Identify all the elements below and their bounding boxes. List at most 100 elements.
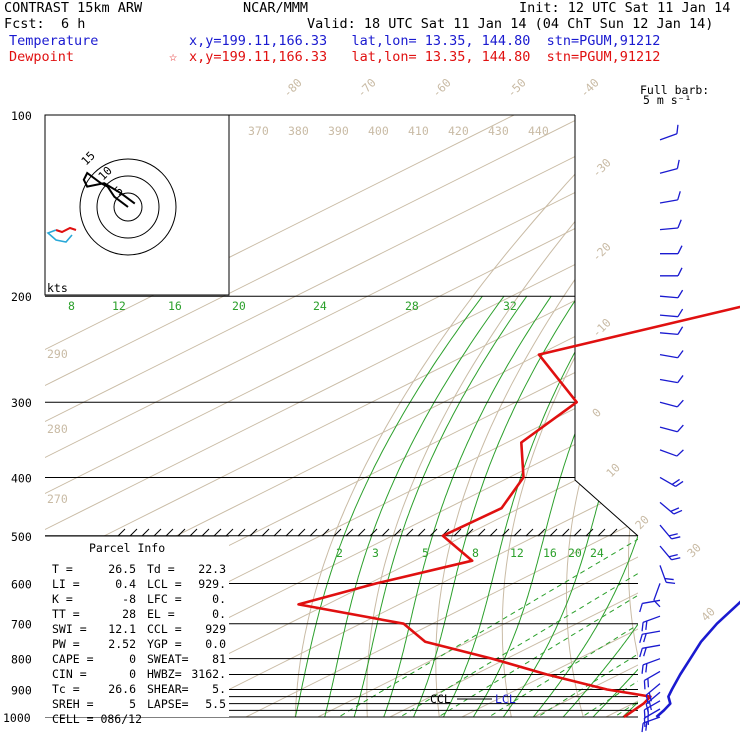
isotherm-line <box>605 115 638 717</box>
barb-flag <box>645 620 648 630</box>
hatch-mark <box>201 528 210 537</box>
parcel-info-cell: 0 <box>129 667 136 681</box>
wind-barb <box>641 615 661 632</box>
parcel-info-cell: CAPE = <box>52 652 94 666</box>
barb-staff <box>659 524 673 540</box>
parcel-info-background <box>45 536 229 717</box>
hatch-mark <box>393 528 402 537</box>
barb-staff <box>642 630 661 635</box>
isotherm-line <box>45 115 515 717</box>
barb-flag <box>677 267 683 277</box>
isotherm-label: -50 <box>504 75 529 100</box>
barb-flag <box>645 721 648 731</box>
hatch-mark <box>117 528 126 537</box>
barb-flag <box>641 622 644 632</box>
hatch-mark <box>405 528 414 537</box>
moist-adiabat-line <box>436 295 608 717</box>
hodograph-ring <box>96 175 160 239</box>
moist-adiabat-line <box>667 296 740 730</box>
isotherm-line <box>45 115 587 717</box>
isotherm-line <box>245 115 638 717</box>
hodograph-unit: kts <box>47 281 68 295</box>
parcel-info-cell: HWBZ= <box>147 667 182 681</box>
parcel-info-cell: 26.6 <box>108 682 136 696</box>
moist-adiabat-label: 28 <box>405 299 419 313</box>
barb-flag <box>677 289 684 299</box>
hatch-mark <box>537 528 546 537</box>
mixing-ratio-line <box>468 535 638 717</box>
barb-staff <box>642 716 661 724</box>
ccl-label: CCL <box>430 692 451 706</box>
hatch-mark <box>309 528 318 537</box>
barb-title-line1: Full barb: <box>640 83 709 97</box>
mixing-ratio-label: 20 <box>568 546 582 560</box>
forecast-label: Fcst: <box>4 16 45 32</box>
barb-flag <box>641 723 644 733</box>
hatch-mark <box>165 528 174 537</box>
parcel-info-cell: SWEAT= <box>147 652 189 666</box>
barb-staff <box>659 295 678 299</box>
dry-adiabat-line <box>688 115 740 730</box>
theta-label: 400 <box>368 124 389 138</box>
hatch-mark <box>453 528 462 537</box>
parcel-info-cell: LI = <box>52 577 80 591</box>
hatch-mark <box>153 528 162 537</box>
hatch-mark <box>273 528 282 537</box>
hatch-mark <box>585 528 594 537</box>
moist-adiabat-label: 12 <box>112 299 126 313</box>
dry-adiabat-line <box>294 115 632 717</box>
moist-adiabat-line <box>580 296 638 717</box>
pressure-label-900: 900 <box>11 683 32 697</box>
pressure-label-800: 800 <box>11 653 32 667</box>
barb-staff <box>659 565 667 583</box>
wind-barb <box>643 670 661 690</box>
barb-staff <box>659 314 678 318</box>
barb-flag <box>641 664 644 674</box>
parcel-info-cell: CELL = 086/12 <box>52 712 142 726</box>
barb-staff <box>644 670 661 681</box>
barb-flag <box>647 678 650 688</box>
parcel-info-cell: 0.4 <box>115 577 136 591</box>
moist-adiabat-label: 20 <box>232 299 246 313</box>
parcel-info-cell: 0.0 <box>205 637 226 651</box>
hodograph-ring <box>79 158 177 256</box>
parcel-info-cell: 5. <box>212 682 226 696</box>
parcel-info-cell: 3162. <box>191 667 226 681</box>
barb-staff <box>644 708 661 719</box>
valid-time: Valid: 18 UTC Sat 11 Jan 14 (04 ChT Sun … <box>307 16 714 32</box>
dry-adiabat-line <box>501 115 638 717</box>
isotherm-line <box>45 115 638 717</box>
barb-flag <box>677 245 683 254</box>
forecast-value: 6 h <box>61 16 86 32</box>
barb-staff <box>642 644 661 649</box>
dry-adiabat-line <box>566 115 638 717</box>
hatch-mark <box>213 528 222 537</box>
moist-adiabat-line <box>349 295 528 717</box>
moist-adiabat-line <box>407 295 579 717</box>
parcel-info-cell: 0 <box>129 652 136 666</box>
wind-barb <box>659 449 684 457</box>
barb-flag <box>677 326 684 335</box>
parcel-info-cell: 0. <box>212 592 226 606</box>
dry-adiabat-line <box>435 115 638 717</box>
mixing-ratio-line <box>594 535 638 717</box>
parcel-info-cell: 0. <box>212 607 226 621</box>
barb-staff <box>659 401 678 408</box>
parcel-info-cell: LAPSE= <box>147 697 189 711</box>
moist-adiabat-line <box>522 295 638 717</box>
moist-adiabat-line <box>637 296 638 717</box>
parcel-info-cell: K = <box>52 592 73 606</box>
isotherm-line <box>45 115 638 717</box>
lcl-label: LCL <box>495 692 516 706</box>
isotherm-label: -20 <box>589 239 614 264</box>
barb-flag <box>671 557 681 561</box>
mixing-ratio-line <box>317 535 638 717</box>
hatch-mark <box>561 528 570 537</box>
barb-staff <box>659 426 678 433</box>
isotherm-label: -80 <box>280 75 305 100</box>
parcel-info-cell: 2.52 <box>108 637 136 651</box>
isotherm-label: -30 <box>589 155 614 180</box>
barb-staff <box>645 683 661 696</box>
hatch-mark <box>321 528 330 537</box>
